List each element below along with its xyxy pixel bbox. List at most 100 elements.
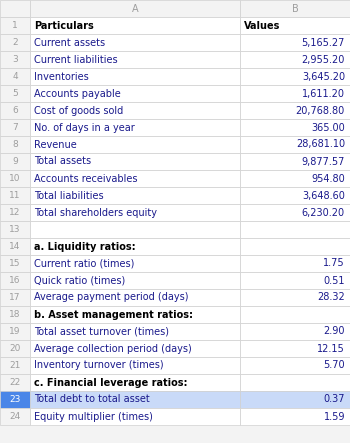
Text: 365.00: 365.00 [311, 123, 345, 132]
Bar [30, 170, 240, 187]
Text: 9: 9 [12, 157, 18, 166]
Text: Inventories: Inventories [34, 71, 89, 82]
Bar [0, 85, 30, 102]
Bar [30, 187, 240, 204]
Bar [0, 34, 30, 51]
Text: 8: 8 [12, 140, 18, 149]
Text: 17: 17 [9, 293, 21, 302]
Bar [240, 272, 350, 289]
Text: 2.90: 2.90 [323, 326, 345, 337]
Bar [30, 153, 240, 170]
Text: Values: Values [244, 20, 280, 31]
Text: 0.37: 0.37 [323, 395, 345, 404]
Text: Inventory turnover (times): Inventory turnover (times) [34, 361, 164, 370]
Bar [0, 204, 30, 221]
Text: Current liabilities: Current liabilities [34, 54, 118, 65]
Text: 2,955.20: 2,955.20 [302, 54, 345, 65]
Bar [0, 306, 30, 323]
Text: 21: 21 [9, 361, 21, 370]
Bar [240, 187, 350, 204]
Text: 20: 20 [9, 344, 21, 353]
Bar [30, 51, 240, 68]
Bar [240, 357, 350, 374]
Bar [30, 289, 240, 306]
Bar [30, 391, 240, 408]
Text: 954.80: 954.80 [311, 174, 345, 183]
Bar [240, 255, 350, 272]
Bar [0, 119, 30, 136]
Text: 23: 23 [9, 395, 21, 404]
Text: Cost of goods sold: Cost of goods sold [34, 105, 123, 116]
Text: 13: 13 [9, 225, 21, 234]
Text: Current assets: Current assets [34, 38, 105, 47]
Text: Total debt to total asset: Total debt to total asset [34, 395, 150, 404]
Bar [30, 204, 240, 221]
Text: c. Financial leverage ratios:: c. Financial leverage ratios: [34, 377, 188, 388]
Text: Average payment period (days): Average payment period (days) [34, 292, 189, 303]
Text: 1.75: 1.75 [323, 259, 345, 268]
Bar [240, 306, 350, 323]
Bar [0, 255, 30, 272]
Bar [30, 357, 240, 374]
Text: Average collection period (days): Average collection period (days) [34, 343, 192, 354]
Text: 1: 1 [12, 21, 18, 30]
Text: 20,768.80: 20,768.80 [296, 105, 345, 116]
Text: Total asset turnover (times): Total asset turnover (times) [34, 326, 169, 337]
Text: 9,877.57: 9,877.57 [302, 156, 345, 167]
Text: 1,611.20: 1,611.20 [302, 89, 345, 98]
Text: 15: 15 [9, 259, 21, 268]
Text: 2: 2 [12, 38, 18, 47]
Text: 5: 5 [12, 89, 18, 98]
Text: 10: 10 [9, 174, 21, 183]
Text: Total liabilities: Total liabilities [34, 190, 104, 201]
Text: 4: 4 [12, 72, 18, 81]
Bar [30, 68, 240, 85]
Text: Equity multiplier (times): Equity multiplier (times) [34, 412, 153, 421]
Bar [240, 374, 350, 391]
Text: 11: 11 [9, 191, 21, 200]
Text: a. Liquidity ratios:: a. Liquidity ratios: [34, 241, 136, 252]
Bar [240, 68, 350, 85]
Text: Quick ratio (times): Quick ratio (times) [34, 276, 125, 285]
Bar [0, 68, 30, 85]
Bar [30, 102, 240, 119]
Text: 6,230.20: 6,230.20 [302, 207, 345, 218]
Bar [0, 374, 30, 391]
Text: Current ratio (times): Current ratio (times) [34, 259, 134, 268]
Bar [240, 221, 350, 238]
Text: Particulars: Particulars [34, 20, 94, 31]
Text: No. of days in a year: No. of days in a year [34, 123, 135, 132]
Bar [0, 187, 30, 204]
Text: 5.70: 5.70 [323, 361, 345, 370]
Bar [30, 85, 240, 102]
Bar [240, 323, 350, 340]
Bar [0, 408, 30, 425]
Bar [0, 153, 30, 170]
Text: Total shareholders equity: Total shareholders equity [34, 207, 157, 218]
Bar [0, 340, 30, 357]
Bar [30, 408, 240, 425]
Bar [30, 221, 240, 238]
Text: 5,165.27: 5,165.27 [302, 38, 345, 47]
Bar [0, 0, 30, 17]
Bar [30, 323, 240, 340]
Bar [240, 391, 350, 408]
Bar [0, 357, 30, 374]
Text: 22: 22 [9, 378, 21, 387]
Bar [30, 17, 240, 34]
Bar [0, 51, 30, 68]
Bar [240, 289, 350, 306]
Bar [0, 238, 30, 255]
Text: 16: 16 [9, 276, 21, 285]
Bar [240, 17, 350, 34]
Bar [30, 272, 240, 289]
Bar [240, 170, 350, 187]
Bar [0, 323, 30, 340]
Text: 1.59: 1.59 [323, 412, 345, 421]
Bar [30, 340, 240, 357]
Bar [240, 102, 350, 119]
Bar [30, 0, 240, 17]
Bar [0, 221, 30, 238]
Text: 0.51: 0.51 [323, 276, 345, 285]
Bar [240, 204, 350, 221]
